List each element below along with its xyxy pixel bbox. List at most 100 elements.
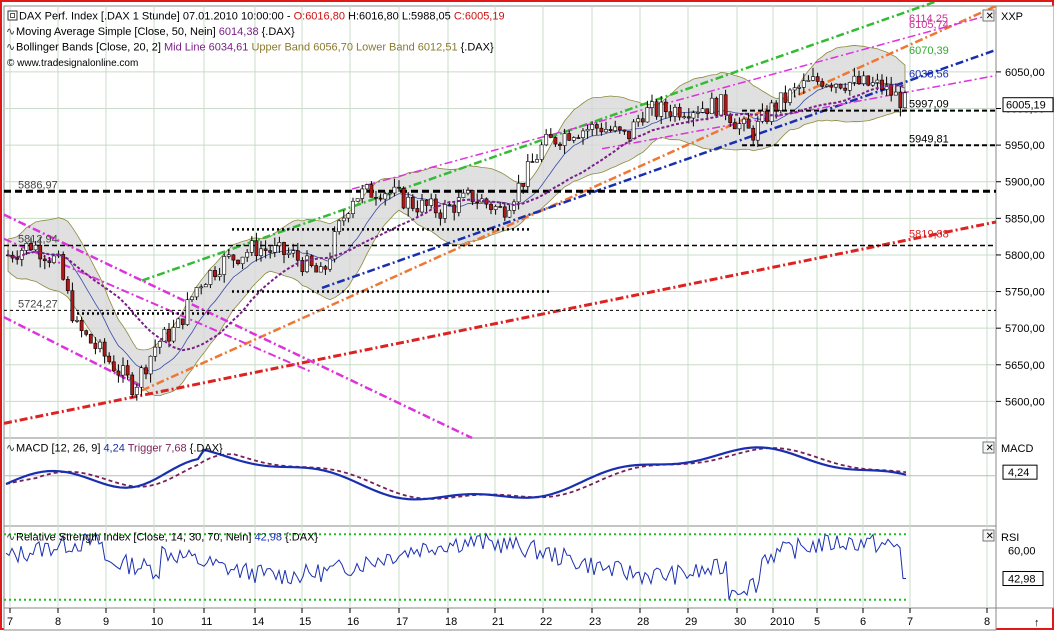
macd-close-button[interactable]	[982, 441, 995, 454]
candle	[383, 193, 388, 200]
header-bb: Bollinger Bands [Close, 20, 2] Mid Line …	[16, 42, 494, 54]
candle	[562, 133, 567, 146]
candle	[328, 258, 332, 270]
trendlines	[3, 2, 997, 440]
candle	[806, 80, 811, 82]
candle	[268, 250, 273, 253]
candle	[148, 355, 153, 375]
candle	[433, 198, 438, 214]
candle	[815, 76, 820, 82]
header-bb-mid: Mid Line 6034,61	[164, 42, 248, 54]
x-tick-label: 30	[734, 616, 746, 628]
header-bb-tail: {.DAX}	[458, 42, 494, 54]
candle	[755, 121, 760, 141]
candle	[341, 217, 346, 222]
candle	[15, 257, 20, 260]
header-low: L:5988,05	[399, 11, 451, 23]
y-ticks: 5600,00 5650,00 5700,00 5750,00 5800,00 5850,…	[996, 67, 1054, 587]
candle	[314, 265, 319, 273]
candle	[719, 94, 723, 116]
candle	[125, 365, 130, 376]
red-trendline[interactable]	[3, 220, 997, 425]
candle	[622, 129, 627, 132]
candle	[645, 107, 650, 123]
candle	[521, 182, 526, 187]
candle	[167, 328, 171, 342]
rsi-value: 42,98	[254, 532, 282, 544]
candle	[254, 240, 259, 256]
chart-menu-icon-inner	[10, 13, 15, 18]
rsi-tail: {.DAX}	[282, 532, 318, 544]
macd-name: MACD [12, 26, 9]	[16, 443, 103, 455]
chart-menu-icon[interactable]	[7, 10, 18, 21]
candle	[640, 118, 645, 123]
candle	[157, 341, 162, 348]
header-ma: Moving Average Simple [Close, 50, Nein] …	[16, 26, 295, 38]
candle	[797, 87, 802, 89]
candle	[774, 102, 779, 111]
candle	[369, 184, 374, 198]
candle	[360, 188, 365, 199]
candle	[111, 361, 116, 372]
candle	[783, 92, 788, 103]
candle	[438, 212, 443, 219]
magenta-lower-channel[interactable]	[601, 74, 997, 150]
candle	[627, 131, 631, 140]
rsi-close-button[interactable]	[982, 529, 995, 542]
main-close-button[interactable]	[982, 9, 995, 22]
price-level-label: 6105,74	[909, 19, 949, 31]
x-ticks: 7 8 9 10 11 14 15 16 17 18 21 22 23 28 29 30 2010 5 6 7 8	[7, 608, 990, 628]
magenta-upper-channel[interactable]	[351, 12, 997, 190]
candle	[305, 255, 309, 273]
candle	[79, 319, 84, 332]
x-tick-label: 28	[637, 616, 649, 628]
bollinger-mid-line	[7, 82, 906, 372]
candle	[374, 197, 378, 199]
candle	[185, 299, 190, 325]
price-axis[interactable]	[995, 5, 1054, 609]
candle	[75, 319, 79, 322]
candle	[760, 110, 765, 122]
candle	[213, 270, 217, 277]
candle	[673, 106, 677, 117]
candle	[571, 137, 576, 141]
candle	[424, 199, 429, 206]
candle	[309, 255, 314, 266]
header-ma-name: Moving Average Simple [Close, 50, Nein]	[16, 26, 219, 38]
orange-trendline[interactable]	[141, 4, 997, 392]
candle	[475, 201, 480, 204]
macd-header-text: MACD [12, 26, 9] 4,24 Trigger 7,68 {.DAX…	[16, 443, 223, 455]
main-header: DAX Perf. Index [.DAX 1 Stunde] 07.01.20…	[6, 10, 505, 69]
close-icon: ✕	[986, 11, 994, 22]
last-price-box	[1002, 97, 1054, 113]
scroll-up-arrow-icon[interactable]: ↑	[1034, 617, 1040, 629]
bb-wave-icon: ∿	[6, 42, 15, 54]
x-tick-label: 14	[252, 616, 264, 628]
candle	[47, 260, 52, 263]
candle	[801, 80, 806, 88]
candle	[594, 124, 599, 129]
candle	[705, 108, 710, 115]
last-price-label: 6005,19	[1006, 100, 1046, 112]
magenta-downtrend[interactable]	[3, 213, 473, 440]
macd-tail: {.DAX}	[187, 443, 223, 455]
candle	[420, 199, 424, 213]
candle	[507, 210, 512, 218]
candle	[249, 240, 254, 253]
candle	[291, 250, 296, 254]
candle	[581, 130, 585, 138]
x-tick-label: 15	[299, 616, 311, 628]
price-level-label: 6114,25	[909, 13, 948, 25]
candle	[263, 248, 268, 251]
header-ma-value: 6014,38	[219, 26, 259, 38]
rsi-name: Relative Strength Index [Close, 14, 30, …	[16, 532, 254, 544]
candle	[116, 370, 121, 376]
candle	[751, 127, 756, 141]
macd-trigger-line	[5, 447, 907, 500]
rsi-panel[interactable]	[3, 525, 997, 609]
macd-panel[interactable]	[3, 437, 997, 527]
candle	[737, 123, 742, 130]
candle	[852, 75, 857, 83]
